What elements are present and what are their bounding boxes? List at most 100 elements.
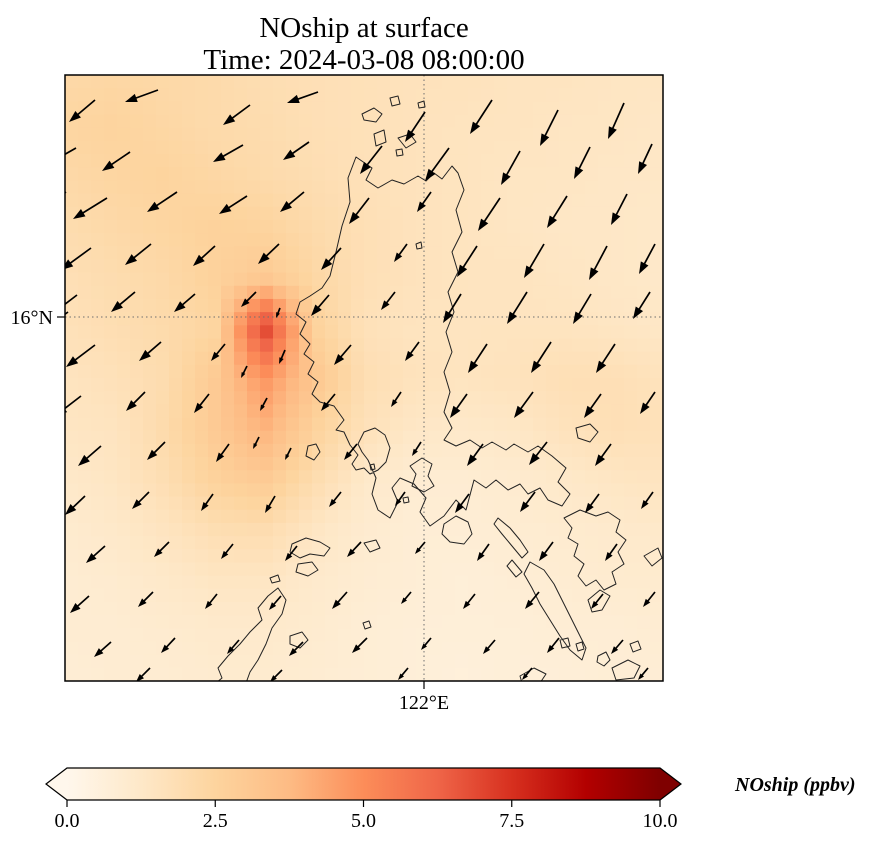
heat-cell bbox=[104, 575, 118, 590]
heat-cell bbox=[494, 430, 508, 445]
heat-cell bbox=[416, 140, 430, 155]
heat-cell bbox=[533, 259, 547, 274]
heat-cell bbox=[611, 404, 625, 419]
heat-cell bbox=[195, 522, 209, 537]
heat-cell bbox=[117, 285, 131, 300]
heat-cell bbox=[286, 417, 300, 432]
colorbar-over-arrow bbox=[660, 768, 681, 800]
heat-cell bbox=[637, 654, 651, 669]
wind-arrow-shaft bbox=[448, 293, 462, 315]
heat-cell bbox=[559, 601, 573, 616]
heat-cell bbox=[325, 272, 339, 287]
heat-cell bbox=[611, 588, 625, 603]
wind-arrow-shaft bbox=[199, 393, 210, 407]
heat-cell bbox=[299, 378, 313, 392]
heat-cell bbox=[338, 101, 352, 116]
heat-cell bbox=[637, 457, 651, 471]
wind-arrow-shaft bbox=[137, 491, 150, 504]
heat-cell bbox=[403, 206, 417, 221]
wind-arrow-shaft bbox=[409, 341, 420, 355]
wind-arrow-shaft bbox=[272, 595, 282, 606]
heat-cell bbox=[624, 443, 638, 458]
heat-cell bbox=[78, 154, 92, 168]
heat-cell bbox=[299, 509, 313, 524]
heat-cell bbox=[286, 667, 300, 681]
heat-cell bbox=[377, 206, 391, 221]
heat-cell bbox=[195, 101, 209, 116]
wind-arrow-head bbox=[643, 598, 651, 607]
colorbar-tick-label: 5.0 bbox=[351, 810, 376, 832]
wind-arrow bbox=[608, 102, 625, 139]
heat-cell bbox=[312, 364, 326, 379]
heat-cell bbox=[182, 75, 196, 89]
heat-cell bbox=[208, 483, 222, 498]
heat-cell bbox=[442, 667, 456, 681]
heat-cell bbox=[273, 298, 287, 313]
wind-arrow bbox=[65, 294, 78, 306]
wind-arrow-head bbox=[253, 443, 258, 449]
heat-cell bbox=[208, 140, 222, 155]
heat-cell bbox=[221, 522, 235, 537]
heat-cell bbox=[247, 101, 261, 116]
heat-cell bbox=[559, 575, 573, 590]
heat-cell bbox=[130, 75, 144, 89]
heat-cell bbox=[247, 457, 261, 471]
heat-cell bbox=[585, 483, 599, 498]
heat-cell bbox=[455, 641, 469, 656]
heat-cell bbox=[286, 536, 300, 550]
heat-cell bbox=[130, 167, 144, 182]
heat-cell bbox=[130, 378, 144, 392]
wind-arrow-head bbox=[640, 402, 650, 414]
heat-cell bbox=[169, 536, 183, 550]
heat-cell bbox=[455, 536, 469, 550]
heat-cell bbox=[156, 378, 170, 392]
heat-cell bbox=[650, 272, 663, 287]
heat-cell bbox=[130, 588, 144, 603]
heat-cell bbox=[234, 391, 248, 406]
heat-cell bbox=[260, 259, 274, 274]
heat-cell bbox=[325, 298, 339, 313]
heat-cell bbox=[546, 457, 560, 471]
heat-cell bbox=[104, 140, 118, 155]
wind-arrow-shaft bbox=[261, 397, 268, 407]
heat-cell bbox=[130, 404, 144, 419]
heat-cell bbox=[312, 312, 326, 326]
heat-cell bbox=[481, 193, 495, 208]
heat-cell bbox=[65, 312, 79, 326]
wind-arrow bbox=[477, 543, 490, 561]
heat-cell bbox=[260, 325, 274, 340]
heat-cell bbox=[117, 246, 131, 261]
heat-cell bbox=[494, 88, 508, 103]
heat-cell bbox=[377, 496, 391, 511]
heat-cell bbox=[611, 457, 625, 471]
heat-cell bbox=[351, 378, 365, 392]
heat-cell bbox=[273, 483, 287, 498]
heat-cell bbox=[169, 364, 183, 379]
wind-arrow-shaft bbox=[398, 243, 408, 256]
heat-cell bbox=[130, 325, 144, 340]
wind-arrow-head bbox=[147, 201, 160, 212]
heat-cell bbox=[650, 127, 663, 142]
heat-cell bbox=[390, 443, 404, 458]
heat-cell bbox=[104, 312, 118, 326]
heat-cell bbox=[468, 140, 482, 155]
plot-border bbox=[64, 74, 664, 682]
wind-arrow bbox=[589, 245, 608, 280]
heat-cell bbox=[208, 259, 222, 274]
heat-cell bbox=[338, 615, 352, 629]
heat-cell bbox=[520, 180, 534, 195]
heat-cell bbox=[169, 417, 183, 432]
heat-cell bbox=[325, 127, 339, 142]
heat-cell bbox=[221, 601, 235, 616]
heat-cell bbox=[104, 615, 118, 629]
heat-cell bbox=[481, 312, 495, 326]
heat-cell bbox=[195, 641, 209, 656]
heat-cell bbox=[156, 496, 170, 511]
heat-cell bbox=[104, 127, 118, 142]
heat-cell bbox=[611, 75, 625, 89]
heat-cell bbox=[650, 167, 663, 182]
heat-cell bbox=[65, 549, 79, 564]
heat-cell bbox=[130, 457, 144, 471]
heat-cell bbox=[520, 641, 534, 656]
heat-cell bbox=[286, 206, 300, 221]
